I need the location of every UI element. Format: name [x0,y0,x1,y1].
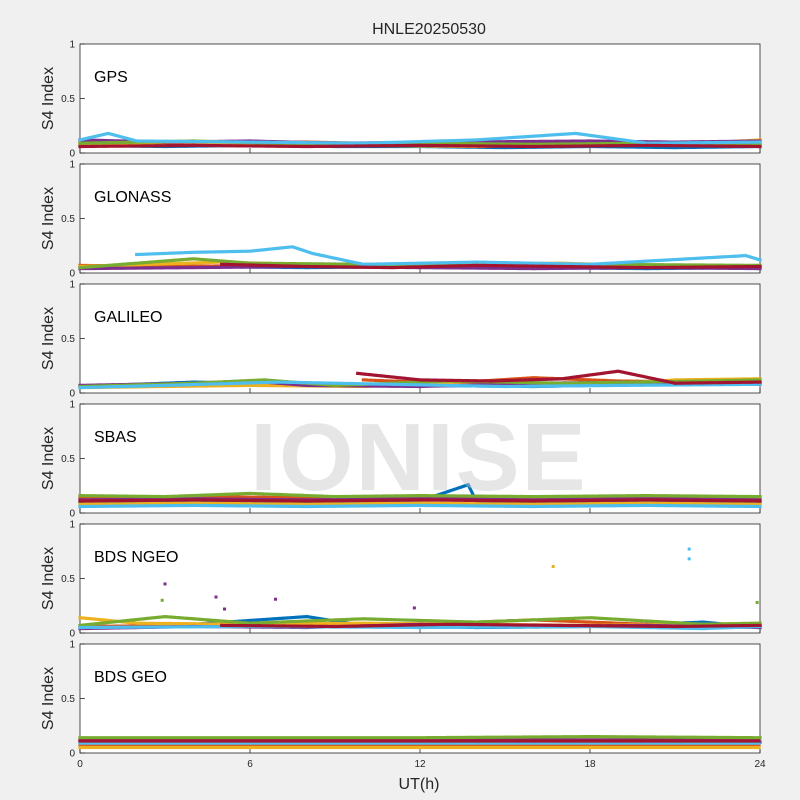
y-tick-label: 0 [69,509,75,520]
y-tick-label: 0 [69,269,75,280]
outlier-point [223,607,226,611]
x-tick-label: 12 [414,759,426,770]
y-tick-label: 0.5 [61,574,75,585]
y-tick-label: 1 [69,640,75,651]
panels-group: 0 0.5 1 S4 Index GPS 0 0.5 1 S4 Index GLONASS 0 0.5… [40,40,766,771]
trace-6 [220,622,762,629]
trace-5 [135,245,762,266]
trace-4 [78,615,762,628]
y-tick-label: 0 [69,389,75,400]
panel-frame [79,163,761,274]
panel-1: 0 0.5 1 S4 Index GLONASS [40,160,762,280]
y-axis-label: S4 Index [40,67,57,130]
outlier-point [214,595,218,599]
outlier-point [687,557,691,561]
x-tick-label: 6 [247,759,253,770]
y-tick-label: 1 [69,520,75,531]
panel-label: GALILEO [94,309,162,326]
outlier-point [551,565,555,569]
x-tick-label: 18 [584,759,596,770]
x-axis-label: UT(h) [399,776,440,793]
panel-label: BDS GEO [94,669,167,686]
y-tick-label: 1 [69,280,75,291]
y-tick-label: 0 [69,149,75,160]
y-axis-label: S4 Index [40,307,57,370]
outlier-point [274,597,277,601]
panel-2: 0 0.5 1 S4 Index GALILEO [40,280,762,400]
outlier-point [755,600,759,604]
outlier-point [160,598,164,602]
y-tick-label: 0.5 [61,334,75,345]
trace-2 [78,501,762,506]
trace-4 [78,491,762,499]
panel-3: 0 0.5 1 S4 Index SBAS [40,400,762,520]
panel-frame [79,283,761,394]
chart-title: HNLE20250530 [372,21,486,38]
y-axis-label: S4 Index [40,547,57,610]
y-axis-label: S4 Index [40,667,57,730]
outlier-point [412,606,416,610]
panel-frame [79,43,761,154]
outlier-point [163,582,167,586]
y-tick-label: 1 [69,160,75,171]
y-tick-label: 0.5 [61,214,75,225]
y-tick-label: 1 [69,400,75,411]
panel-label: GLONASS [94,189,171,206]
trace-6 [78,143,762,149]
watermark: IONISE [250,404,587,511]
y-tick-label: 0.5 [61,694,75,705]
trace-5 [78,380,762,390]
y-tick-label: 0 [69,749,75,760]
y-axis-label: S4 Index [40,427,57,490]
y-tick-label: 0 [69,629,75,640]
panel-0: 0 0.5 1 S4 Index GPS [40,40,762,160]
trace-6 [220,262,762,270]
panel-4: 0 0.5 1 S4 Index BDS NGEO [40,520,762,640]
panel-frame [79,523,761,634]
x-tick-label: 24 [754,759,766,770]
panel-label: GPS [94,69,128,86]
trace-4 [78,735,762,740]
panel-label: BDS NGEO [94,549,178,566]
trace-6 [78,498,762,503]
trace-5 [78,503,762,509]
panel-label: SBAS [94,429,137,446]
outlier-point [687,547,691,551]
y-tick-label: 0.5 [61,94,75,105]
panel-frame [79,643,761,754]
y-axis-label: S4 Index [40,187,57,250]
y-tick-label: 0.5 [61,454,75,465]
x-tick-label: 0 [77,759,83,770]
panel-5: 0 0.5 1 0 6 12 18 24 S4 Index BDS GEO [40,640,766,771]
y-tick-label: 1 [69,40,75,51]
trace-6 [355,369,762,385]
trace-5 [78,131,762,145]
